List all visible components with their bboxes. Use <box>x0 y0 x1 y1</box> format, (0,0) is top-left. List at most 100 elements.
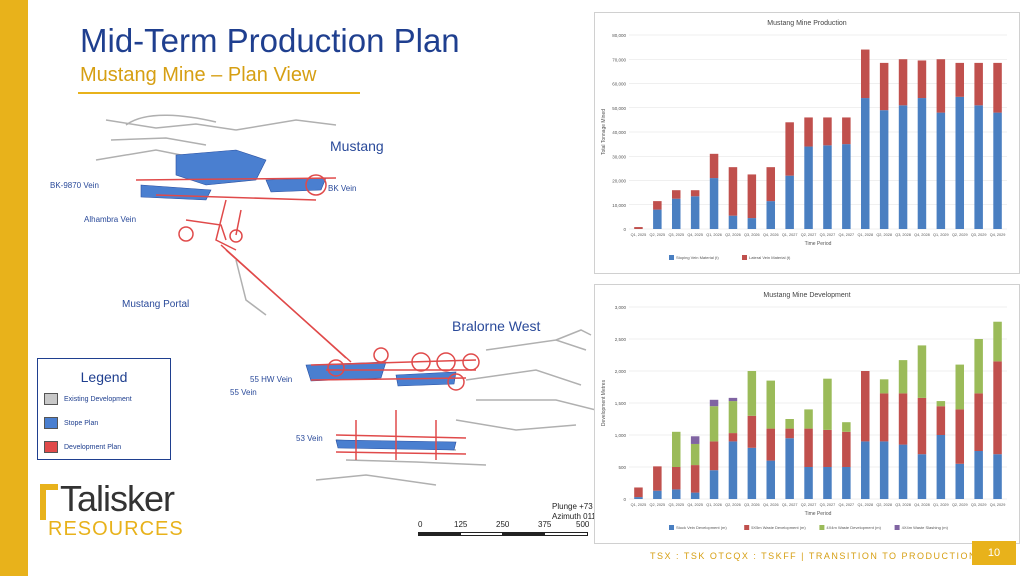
legend-swatch <box>669 255 674 260</box>
bar-2-16 <box>936 401 946 407</box>
bar-0-3 <box>690 196 700 229</box>
scale-label: 500 <box>576 520 590 529</box>
bar-2-5 <box>728 401 738 434</box>
scale-bar: 0 125 250 375 500 <box>416 520 592 540</box>
x-tick-label: Q4, 2026 <box>763 233 779 237</box>
y-tick-label: 20,000 <box>612 179 626 184</box>
y-tick-label: 500 <box>618 465 626 470</box>
bar-0-10 <box>823 145 832 229</box>
bar-2-6 <box>747 371 757 416</box>
bar-0-11 <box>842 467 851 499</box>
bar-1-0 <box>634 227 643 229</box>
bar-1-15 <box>917 397 927 455</box>
bar-1-16 <box>936 59 946 113</box>
bar-0-6 <box>747 218 757 229</box>
x-tick-label: Q2, 2029 <box>952 233 968 237</box>
x-tick-label: Q1, 2029 <box>933 233 949 237</box>
bar-0-11 <box>842 144 851 229</box>
x-tick-label: Q2, 2026 <box>725 233 741 237</box>
y-tick-label: 1,000 <box>615 433 627 438</box>
development-chart-panel: Mustang Mine Development 0 500 1,000 1,500 2,… <box>594 284 1020 544</box>
bar-0-15 <box>917 454 927 499</box>
label-alhambra-vein: Alhambra Vein <box>84 215 137 224</box>
bar-1-19 <box>993 361 1002 455</box>
legend-swatch <box>44 393 58 405</box>
y-tick-label: 3,000 <box>615 305 627 310</box>
bar-0-7 <box>766 460 776 499</box>
legend-label: 4X4m Waste Development (m) <box>826 525 881 530</box>
bar-0-9 <box>804 467 813 499</box>
page-subtitle: Mustang Mine – Plan View <box>80 64 317 86</box>
y-tick-label: 10,000 <box>612 203 626 208</box>
bar-3-3 <box>690 436 700 444</box>
bar-2-3 <box>690 443 700 466</box>
x-tick-label: Q3, 2027 <box>820 233 836 237</box>
x-tick-label: Q3, 2028 <box>895 233 911 237</box>
page-number: 10 <box>972 541 1016 565</box>
x-tick-label: Q1, 2028 <box>857 503 873 507</box>
scale-segment <box>418 532 460 536</box>
x-tick-label: Q1, 2025 <box>631 503 647 507</box>
bar-0-4 <box>709 178 719 229</box>
scale-label: 125 <box>454 520 468 529</box>
label-55-vein: 55 Vein <box>230 388 257 397</box>
bar-0-1 <box>653 490 662 499</box>
bar-1-2 <box>671 467 681 490</box>
bar-0-18 <box>974 105 983 229</box>
bar-0-19 <box>993 112 1002 229</box>
bar-2-19 <box>993 321 1002 362</box>
bar-2-11 <box>842 422 851 432</box>
bar-1-12 <box>860 371 870 442</box>
bar-2-17 <box>955 364 965 410</box>
legend-label: Stoping Vein Material (t) <box>676 255 719 260</box>
bar-1-7 <box>766 428 776 461</box>
x-tick-label: Q4, 2027 <box>839 503 855 507</box>
y-tick-label: 70,000 <box>612 57 626 62</box>
bar-2-9 <box>804 409 813 429</box>
bar-1-3 <box>690 190 700 197</box>
label-bralorne-west: Bralorne West <box>452 318 541 334</box>
bar-1-13 <box>879 62 889 111</box>
scale-segment <box>544 532 588 536</box>
legend-swatch <box>742 255 747 260</box>
y-tick-label: 40,000 <box>612 130 626 135</box>
bar-2-18 <box>974 339 983 394</box>
bar-0-17 <box>955 96 965 230</box>
bar-1-15 <box>917 60 927 99</box>
chart-title: Mustang Mine Development <box>763 292 850 299</box>
bar-0-3 <box>690 492 700 499</box>
x-tick-label: Q4, 2029 <box>990 233 1006 237</box>
bar-0-8 <box>785 438 794 499</box>
label-bk-vein: BK Vein <box>328 184 357 193</box>
legend-swatch <box>669 525 674 530</box>
x-tick-label: Q2, 2025 <box>650 503 666 507</box>
y-tick-label: 2,500 <box>615 337 627 342</box>
scale-label: 375 <box>538 520 552 529</box>
label-mustang: Mustang <box>330 138 384 154</box>
legend-item-development: Development Plan <box>44 441 121 453</box>
bar-1-10 <box>823 117 832 146</box>
x-tick-label: Q2, 2029 <box>952 503 968 507</box>
bar-0-8 <box>785 175 794 229</box>
y-tick-label: 0 <box>623 497 626 502</box>
scale-segment <box>502 532 544 536</box>
scale-label: 250 <box>496 520 510 529</box>
bar-2-15 <box>917 345 927 398</box>
x-tick-label: Q1, 2027 <box>782 503 798 507</box>
bar-2-4 <box>709 406 719 442</box>
y-tick-label: 60,000 <box>612 82 626 87</box>
x-tick-label: Q4, 2028 <box>914 503 930 507</box>
bar-1-14 <box>898 393 908 445</box>
bar-1-1 <box>653 466 662 491</box>
bar-2-10 <box>823 378 832 430</box>
bar-1-10 <box>823 429 832 467</box>
x-tick-label: Q4, 2029 <box>990 503 1006 507</box>
scale-segment <box>460 532 504 536</box>
bar-1-4 <box>709 153 719 179</box>
bar-1-8 <box>785 428 794 439</box>
bar-3-4 <box>709 399 719 407</box>
bar-2-7 <box>766 380 776 429</box>
legend-label: 4X4m Waste Slashing (m) <box>902 525 949 530</box>
bar-0-17 <box>955 463 965 499</box>
logo-bracket <box>40 484 58 520</box>
